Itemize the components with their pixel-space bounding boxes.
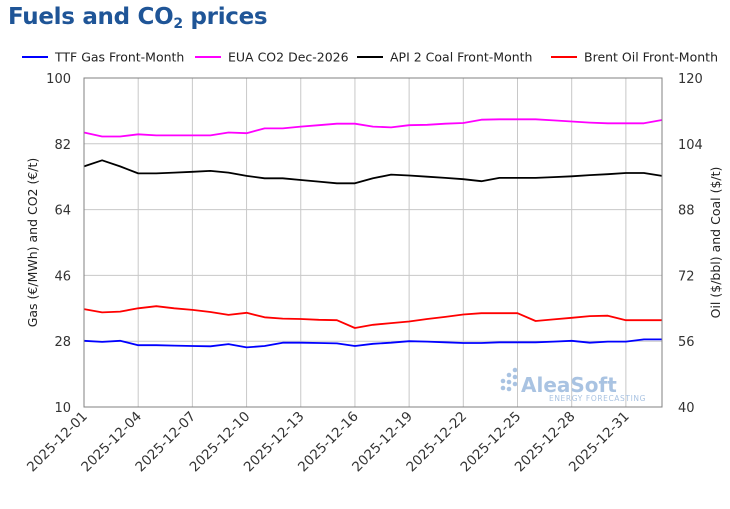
y-axis-label: Gas (€/MWh) and CO2 (€/t)	[25, 158, 40, 328]
watermark-subtext: ENERGY FORECASTING	[549, 394, 646, 403]
watermark-dot	[500, 385, 506, 391]
watermark-dot	[512, 367, 518, 373]
legend-label: API 2 Coal Front-Month	[390, 50, 532, 65]
left-axis-ticks: 10 28 46 64 82 100	[46, 72, 71, 416]
right-axis-ticks: 40 56 72 88 104 120	[678, 72, 703, 416]
series-line-brent-oil-front-month	[83, 305, 662, 329]
watermark-dot	[506, 386, 512, 392]
y2-tick-label: 56	[678, 335, 695, 350]
y2-tick-label: 104	[678, 138, 703, 153]
legend: TTF Gas Front-Month EUA CO2 Dec-2026 API 2…	[22, 50, 718, 65]
y2-tick-label: 88	[678, 204, 695, 219]
y-tick-label: 64	[54, 204, 71, 219]
watermark-text: AleaSoft	[521, 373, 617, 397]
y2-tick-label: 72	[678, 269, 695, 284]
y2-axis-label: Oil ($/bbl) and Coal ($/t)	[708, 167, 723, 319]
watermark-dots-icon	[500, 367, 518, 392]
plot-frame	[83, 77, 663, 408]
y2-tick-label: 40	[678, 401, 695, 416]
watermark-dot	[506, 372, 512, 378]
watermark-dot	[506, 379, 512, 385]
legend-label: Brent Oil Front-Month	[584, 50, 718, 65]
watermark-dot	[512, 381, 518, 387]
watermark-dot	[500, 378, 506, 384]
y-tick-label: 28	[54, 335, 71, 350]
series-line-api-2-coal-front-month	[83, 159, 663, 185]
x-axis-ticks: 2025-12-012025-12-042025-12-072025-12-10…	[24, 409, 633, 476]
series-line-ttf-gas-front-month	[83, 338, 662, 349]
y-tick-label: 82	[54, 138, 71, 153]
y2-tick-label: 120	[678, 72, 703, 87]
y-tick-label: 10	[54, 401, 71, 416]
series-lines	[83, 118, 663, 349]
y-tick-label: 100	[46, 72, 71, 87]
legend-label: EUA CO2 Dec-2026	[228, 50, 349, 65]
watermark-dot	[512, 374, 518, 380]
series-line-eua-co2-dec-2026	[83, 118, 663, 138]
legend-label: TTF Gas Front-Month	[54, 50, 184, 65]
chart-title: Fuels and CO2 prices	[8, 4, 268, 32]
watermark-logo: AleaSoft ENERGY FORECASTING	[500, 367, 646, 403]
y-tick-label: 46	[54, 269, 71, 284]
